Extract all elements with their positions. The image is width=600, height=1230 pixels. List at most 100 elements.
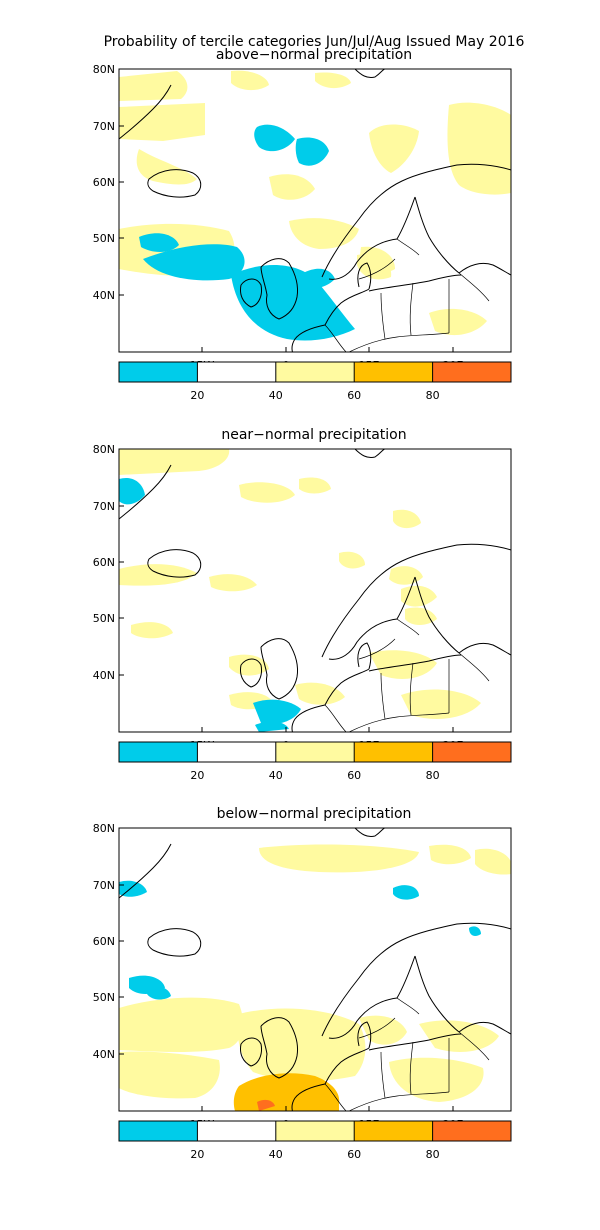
colorbar-segment — [354, 362, 433, 382]
lat-label: 50N — [93, 991, 115, 1004]
colorbar-below: 20 40 60 80 — [118, 1120, 512, 1161]
panel-near: near−normal precipitation 80N 70N 60N 50N 40N… — [93, 427, 512, 782]
panel-below: below−normal precipitation 80N 70N 60N 50N 40… — [93, 806, 512, 1161]
colorbar-label: 40 — [269, 769, 283, 782]
prob-region — [143, 244, 245, 281]
prob-region — [119, 71, 188, 101]
prob-region — [369, 650, 437, 679]
prob-region — [389, 566, 423, 585]
colorbar-label: 60 — [347, 769, 361, 782]
prob-region — [254, 124, 295, 152]
lat-label: 60N — [93, 935, 115, 948]
lat-label: 50N — [93, 612, 115, 625]
prob-region — [119, 564, 197, 586]
prob-region — [339, 551, 365, 569]
colorbar-segment — [432, 742, 511, 762]
colorbar-label: 60 — [347, 1148, 361, 1161]
prob-region — [239, 482, 295, 503]
lat-label: 50N — [93, 232, 115, 245]
lat-label: 80N — [93, 443, 115, 456]
lat-label: 70N — [93, 879, 115, 892]
prob-region — [393, 509, 421, 529]
colorbar-segment — [432, 1121, 511, 1141]
prob-region — [357, 254, 392, 280]
prob-region — [295, 682, 345, 705]
prob-region — [299, 477, 331, 494]
prob-region — [119, 1051, 220, 1099]
colorbar-segment — [354, 1121, 433, 1141]
colorbar-label: 40 — [269, 389, 283, 402]
colorbar-label: 20 — [190, 769, 204, 782]
prob-region — [419, 1020, 499, 1052]
prob-region — [469, 926, 481, 936]
panel-subtitle-below: below−normal precipitation — [217, 806, 412, 822]
colorbar-label: 60 — [347, 389, 361, 402]
prob-region — [429, 308, 487, 336]
lat-label: 80N — [93, 63, 115, 76]
lat-label: 40N — [93, 669, 115, 682]
colorbar-label: 80 — [426, 389, 440, 402]
prob-region — [136, 149, 197, 185]
colorbar-label: 80 — [426, 1148, 440, 1161]
prob-region — [389, 1057, 484, 1102]
prob-region — [315, 72, 351, 89]
colorbar-near: 20 40 60 80 — [118, 741, 512, 782]
prob-region — [131, 622, 173, 639]
figure-title: Probability of tercile categories Jun/Ju… — [104, 34, 525, 50]
prob-region — [255, 721, 289, 732]
colorbar-label: 80 — [426, 769, 440, 782]
panel-above: above−normal precipitation 80N 70N 60N 50N 40… — [93, 47, 512, 402]
prob-region — [269, 174, 315, 200]
lat-label: 80N — [93, 822, 115, 835]
colorbar-segment — [354, 742, 433, 762]
colorbar-segment — [275, 1121, 355, 1141]
prob-region — [147, 986, 171, 1000]
lat-label: 40N — [93, 289, 115, 302]
colorbar-label: 20 — [190, 389, 204, 402]
colorbar-label: 40 — [269, 1148, 283, 1161]
map-frame — [118, 448, 512, 733]
colorbar-segment — [119, 1121, 198, 1141]
prob-region — [229, 654, 269, 676]
lat-label: 60N — [93, 556, 115, 569]
lat-label: 40N — [93, 1048, 115, 1061]
colorbar-segment — [275, 362, 355, 382]
colorbar-segment — [275, 742, 355, 762]
lat-label: 70N — [93, 500, 115, 513]
prob-region — [119, 103, 205, 141]
colorbar-label: 20 — [190, 1148, 204, 1161]
colorbar-segment — [119, 742, 198, 762]
prob-region — [447, 102, 511, 195]
map-above: 80N70N60N50N40N15W015E30E — [93, 63, 512, 372]
map-frame — [118, 68, 512, 353]
prob-region — [119, 997, 244, 1052]
prob-region — [231, 70, 269, 91]
colorbar-above: 20 40 60 80 — [118, 361, 512, 402]
map-below: 80N70N60N50N40N15W015E30E — [93, 822, 512, 1131]
prob-region — [259, 844, 419, 873]
prob-region — [429, 844, 471, 865]
lat-label: 60N — [93, 176, 115, 189]
prob-region — [257, 1099, 275, 1111]
colorbar-segment — [197, 1121, 276, 1141]
prob-region — [119, 449, 230, 475]
prob-region — [119, 477, 145, 505]
map-frame — [118, 827, 512, 1112]
colorbar-segment — [197, 742, 276, 762]
prob-region — [393, 885, 419, 900]
prob-region — [369, 124, 419, 173]
prob-region — [139, 233, 179, 252]
prob-region — [237, 1008, 366, 1081]
prob-region — [475, 848, 511, 875]
prob-region — [303, 268, 335, 288]
prob-region — [295, 137, 329, 166]
lat-label: 70N — [93, 120, 115, 133]
prob-region — [231, 264, 355, 341]
panel-subtitle-above: above−normal precipitation — [216, 47, 412, 63]
prob-region — [289, 218, 359, 249]
colorbar-segment — [432, 362, 511, 382]
panel-subtitle-near: near−normal precipitation — [221, 427, 406, 443]
prob-region — [405, 607, 437, 625]
colorbar-segment — [197, 362, 276, 382]
